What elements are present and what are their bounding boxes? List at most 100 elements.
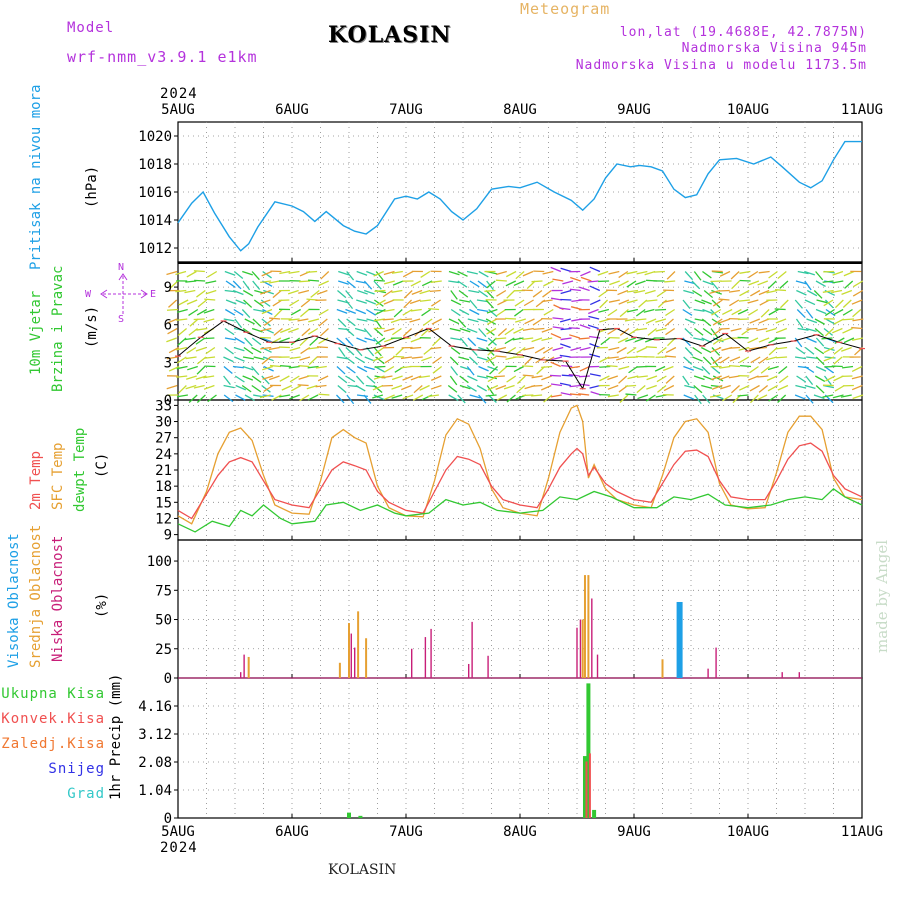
wind-arrow: [842, 365, 854, 369]
wind-arrow: [513, 327, 524, 334]
cloud-bar: [591, 598, 593, 678]
wind-arrow: [599, 365, 611, 368]
wind-arrow: [176, 375, 188, 378]
wind-arrow: [374, 289, 386, 292]
wind-arrow: [235, 384, 247, 391]
wind-arrow: [851, 299, 863, 305]
wind-arrow: [550, 394, 562, 398]
coordinates: lon,lat (19.4688E, 42.7875N): [619, 25, 867, 40]
wind-arrow: [242, 270, 253, 276]
wind-arrow: [422, 318, 433, 327]
wind-arrow: [242, 280, 251, 291]
wind-arrow: [843, 318, 855, 321]
wind-arrow: [298, 365, 310, 368]
wind-arrow: [204, 298, 216, 301]
wind-arrow: [374, 346, 385, 355]
wind-arrow: [774, 308, 786, 311]
wind-arrow: [273, 327, 283, 336]
wind-arrow: [851, 375, 863, 380]
wind-arrow: [701, 366, 711, 375]
wind-arrow: [194, 279, 206, 282]
wind-arrow: [682, 375, 690, 386]
wind-arrow: [515, 318, 526, 323]
y-tick-label-clouds: 75: [155, 583, 172, 599]
wind-arrow: [702, 356, 712, 366]
wind-arrow: [391, 327, 402, 336]
wind-arrow: [747, 337, 759, 344]
wind-arrow: [852, 337, 864, 341]
wind-arrow: [449, 327, 461, 332]
wind-arrow: [738, 299, 750, 302]
wind-arrow: [833, 318, 845, 325]
wind-arrow: [533, 327, 545, 331]
wind-arrow: [309, 337, 319, 346]
wind-arrow: [346, 365, 356, 374]
cloud-bar: [587, 575, 590, 678]
wind-arrow: [841, 289, 853, 296]
wind-arrow: [534, 346, 545, 354]
wind-arrow: [737, 336, 749, 339]
wind-arrow: [568, 327, 580, 330]
wind-arrow: [589, 384, 601, 389]
wind-arrow: [541, 375, 552, 381]
wind-arrow: [627, 375, 639, 380]
wind-arrow: [477, 280, 488, 289]
wind-arrow: [569, 334, 581, 339]
wind-arrow: [702, 280, 714, 286]
wind-label-1: 10m Vjetar: [28, 290, 44, 375]
wind-arrow: [682, 299, 691, 309]
temp-label-dewpt: dewpt Temp: [72, 427, 88, 512]
wind-arrow: [466, 327, 478, 334]
wind-arrow: [410, 337, 422, 343]
wind-arrow: [263, 289, 274, 295]
wind-arrow: [297, 384, 309, 387]
wind-arrow: [684, 347, 694, 356]
wind-arrow: [646, 375, 658, 381]
wind-arrow: [345, 337, 354, 347]
wind-arrow: [626, 280, 637, 288]
wind-arrow: [607, 375, 619, 381]
wind-arrow: [167, 327, 178, 335]
y-tick-label-precip: 4.16: [138, 699, 172, 715]
wind-arrow: [683, 365, 694, 371]
wind-arrow: [268, 346, 280, 351]
wind-arrow: [259, 299, 271, 305]
x-tick-label-top: 10AUG: [727, 102, 769, 118]
wind-arrow: [665, 308, 675, 317]
wind-top-border: [178, 262, 862, 264]
wind-arrow: [251, 384, 262, 393]
wind-arrow: [843, 270, 855, 277]
wind-arrow: [457, 270, 468, 277]
wind-arrow: [552, 317, 564, 320]
wind-arrow: [391, 384, 403, 390]
wind-arrow: [816, 299, 828, 304]
wind-arrow: [459, 308, 470, 316]
wind-arrow: [619, 309, 629, 318]
wind-arrow: [373, 279, 385, 282]
y-tick-labels: 1012101410161018102003699121518212427303…: [138, 129, 172, 827]
wind-arrow: [356, 270, 368, 276]
wind-arrow: [505, 317, 517, 320]
wind-arrow: [832, 327, 843, 334]
cloud-bar: [661, 659, 664, 678]
wind-arrow: [411, 289, 423, 296]
wind-arrow: [607, 327, 618, 335]
wind-arrow: [722, 394, 733, 402]
wind-arrow: [776, 327, 788, 334]
wind-arrow: [337, 318, 347, 328]
wind-arrow: [580, 270, 591, 277]
wind-arrow: [337, 375, 348, 384]
wind-arrow: [410, 346, 422, 350]
wind-arrow: [606, 364, 618, 368]
wind-arrow: [253, 299, 264, 307]
y-tick-label-temperature: 21: [155, 463, 172, 479]
wind-arrow: [242, 375, 254, 381]
wind-arrow: [814, 318, 825, 325]
wind-arrow: [337, 299, 349, 304]
gridlines: [174, 122, 863, 819]
wind-arrow: [168, 299, 178, 308]
wind-arrow: [543, 280, 554, 287]
wind-arrow: [450, 346, 461, 355]
wind-arrow: [166, 384, 178, 390]
wind-arrow: [756, 394, 768, 401]
